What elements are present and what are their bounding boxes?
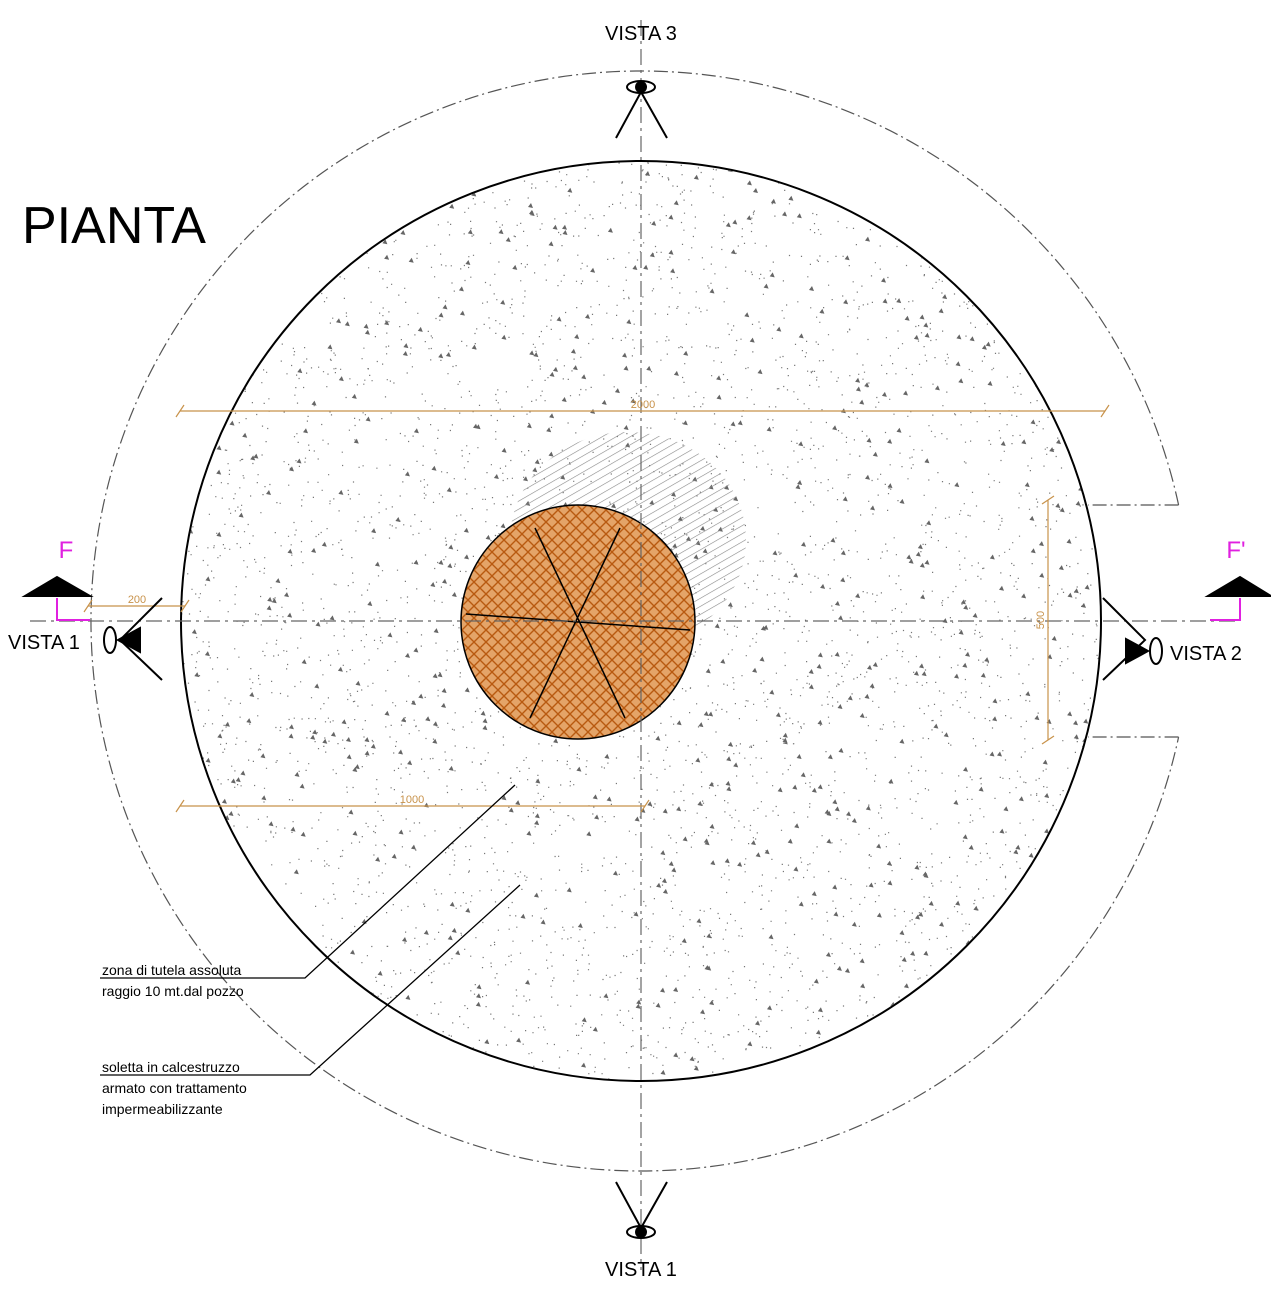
section-label: F bbox=[59, 537, 74, 564]
dim-label: 500 bbox=[1035, 611, 1047, 629]
title: PIANTA bbox=[22, 197, 206, 255]
section-label: F' bbox=[1226, 537, 1245, 564]
dim-label: 200 bbox=[128, 594, 146, 606]
drawing: 2000 200 1000 500 PIANTA F F' VISTA 3 VI… bbox=[0, 0, 1271, 1296]
note: raggio 10 mt.dal pozzo bbox=[102, 983, 244, 999]
dim-label: 2000 bbox=[631, 399, 655, 411]
view-label: VISTA 1 bbox=[605, 1259, 677, 1281]
note: armato con trattamento bbox=[102, 1080, 247, 1096]
view-label: VISTA 1 bbox=[8, 632, 80, 654]
leaders bbox=[100, 785, 520, 1075]
note: soletta in calcestruzzo bbox=[102, 1059, 240, 1075]
note: impermeabilizzante bbox=[102, 1101, 223, 1117]
view-label: VISTA 2 bbox=[1170, 643, 1242, 665]
dim-label: 1000 bbox=[400, 794, 424, 806]
view-label: VISTA 3 bbox=[605, 23, 677, 45]
note: zona di tutela assoluta bbox=[102, 962, 242, 978]
